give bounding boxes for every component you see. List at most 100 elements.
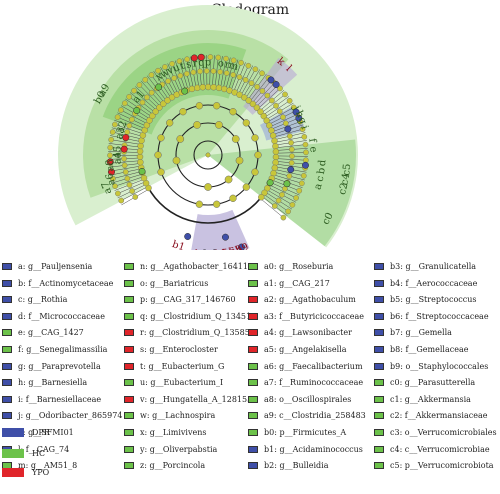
legend-swatch [374, 296, 384, 304]
legend-swatch [374, 412, 384, 420]
legend-swatch [248, 379, 258, 387]
clade-shade-cag74 [243, 57, 298, 115]
legend-swatch [248, 462, 258, 470]
clade-label: o [217, 58, 225, 70]
legend-label: s: g__Enterocloster [140, 345, 218, 354]
legend-swatch [2, 379, 12, 387]
taxon-node [194, 84, 201, 92]
taxon-node [121, 162, 128, 169]
cladogram: b0a9xwvutsrqpormkljhgifedbcac5c4c2c0b9b8… [58, 4, 359, 250]
branch [275, 144, 308, 149]
taxon-node [136, 82, 143, 88]
biomarker-node [295, 114, 303, 122]
clade-label: c4 [339, 172, 352, 186]
biomarker-node [138, 168, 146, 175]
legend-swatch [374, 445, 384, 453]
taxon-node [149, 112, 156, 120]
branch [127, 95, 154, 115]
legend-label: h: g__Barnesiella [18, 378, 88, 388]
clade-label: c2 [337, 182, 351, 196]
clade-label: x [154, 71, 165, 84]
taxon-node [122, 169, 129, 175]
branch [275, 152, 308, 154]
taxon-node [190, 69, 197, 76]
branch [109, 165, 141, 172]
legend-label: a7: f__Ruminococcaceae [264, 378, 364, 388]
legend-label: i: f__Barnesiellaceae [18, 394, 102, 404]
taxon-node [210, 84, 217, 91]
clade-label: r [192, 58, 198, 70]
legend-swatch [374, 346, 384, 353]
clade-label: c5 [341, 163, 353, 176]
legend-swatch [248, 296, 258, 304]
legend-label: a: g__Pauljensenia [18, 262, 93, 271]
clade-label: e [307, 146, 318, 153]
branch [264, 99, 292, 118]
group-swatch [2, 468, 24, 477]
taxon-node [193, 121, 201, 129]
biomarker-node [302, 161, 309, 169]
taxon-node [223, 70, 230, 76]
taxon-node [224, 175, 233, 184]
legend-swatch [248, 395, 258, 403]
taxon-node [264, 185, 271, 192]
clade-shade-staph [191, 209, 250, 250]
clade-label: c0 [320, 211, 335, 227]
legend-swatch [124, 412, 134, 420]
taxon-node [285, 208, 291, 215]
legend-swatch [124, 312, 134, 320]
legend-label: u: g__Eubacterium_I [140, 378, 224, 388]
clade-label: b1 [171, 239, 187, 250]
group-label: YPO [32, 468, 50, 477]
taxon-node [264, 92, 271, 99]
taxon-node [112, 183, 118, 189]
clade-label: a8 [104, 159, 116, 172]
taxon-node [272, 148, 280, 155]
branch [156, 68, 174, 97]
legend-swatch [2, 296, 12, 304]
clade-label: h [293, 109, 306, 120]
legend-label: c: g__Rothia [18, 295, 68, 305]
clade-label: b5 [215, 248, 229, 250]
taxon-node [236, 91, 243, 98]
legend-swatch [374, 279, 384, 287]
branch [240, 67, 257, 96]
taxon-node [188, 85, 196, 93]
taxon-node [165, 78, 171, 84]
branch [263, 193, 290, 213]
branch [108, 160, 141, 164]
clade-label: a2 [115, 120, 129, 135]
taxon-node [272, 143, 279, 150]
legend-swatch [248, 346, 258, 353]
taxon-node [293, 195, 299, 201]
taxon-node [271, 164, 278, 172]
legend-label: t: g__Eubacterium_G [140, 361, 225, 371]
clade-shading [58, 4, 359, 250]
taxon-node [286, 97, 293, 104]
branch [257, 86, 282, 110]
branch [269, 184, 299, 200]
taxon-node [251, 168, 259, 176]
branch [261, 92, 287, 114]
taxon-node [171, 75, 177, 81]
branch [171, 61, 184, 92]
legend-label: n: g__Agathobacter_164117 [140, 262, 254, 271]
taxon-node [215, 54, 222, 61]
taxon-node [162, 64, 168, 70]
branch [132, 89, 157, 111]
taxon-node [197, 68, 203, 75]
legend-swatch [124, 379, 134, 387]
taxon-node [276, 108, 283, 115]
taxon-node [121, 155, 127, 162]
biomarker-node [272, 81, 280, 88]
taxon-node [217, 69, 223, 75]
legend-swatch [124, 462, 134, 470]
taxon-node [126, 93, 132, 100]
taxon-node [184, 56, 190, 63]
branch [163, 65, 179, 95]
taxon-node [299, 126, 306, 132]
legend-swatch [2, 329, 12, 337]
rank-ring [193, 140, 223, 170]
taxon-node [252, 66, 259, 73]
taxon-node [288, 160, 295, 166]
